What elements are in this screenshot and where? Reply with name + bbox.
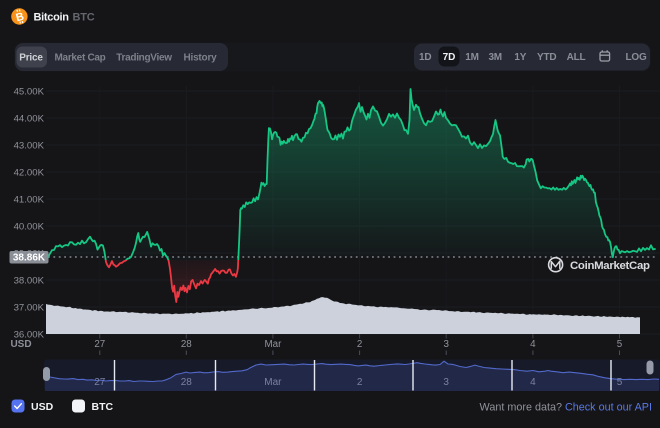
svg-text:3: 3 xyxy=(443,377,449,388)
svg-text:7D: 7D xyxy=(443,52,456,63)
svg-text:44.00K: 44.00K xyxy=(14,113,45,124)
svg-text:USD: USD xyxy=(10,339,31,350)
svg-text:5: 5 xyxy=(617,339,623,350)
svg-text:1M: 1M xyxy=(465,52,479,63)
svg-text:BTC: BTC xyxy=(92,401,114,413)
svg-text:28: 28 xyxy=(181,377,193,388)
svg-text:2: 2 xyxy=(357,377,363,388)
svg-text:5: 5 xyxy=(617,377,623,388)
svg-text:YTD: YTD xyxy=(537,52,556,63)
svg-text:LOG: LOG xyxy=(625,52,646,63)
svg-text:Market Cap: Market Cap xyxy=(55,53,106,64)
svg-text:TradingView: TradingView xyxy=(116,53,172,64)
svg-text:BTC: BTC xyxy=(73,12,95,24)
svg-text:41.00K: 41.00K xyxy=(14,194,45,205)
svg-text:38.86K: 38.86K xyxy=(13,253,46,264)
svg-text:ALL: ALL xyxy=(567,52,586,63)
svg-text:43.00K: 43.00K xyxy=(14,140,45,151)
svg-text:2: 2 xyxy=(357,339,362,350)
svg-text:1Y: 1Y xyxy=(514,52,526,63)
svg-text:Mar: Mar xyxy=(264,377,282,388)
svg-text:USD: USD xyxy=(31,401,54,413)
svg-text:4: 4 xyxy=(530,377,536,388)
svg-text:3M: 3M xyxy=(488,52,502,63)
svg-text:45.00K: 45.00K xyxy=(14,86,45,97)
svg-text:CoinMarketCap: CoinMarketCap xyxy=(570,260,650,272)
svg-text:Mar: Mar xyxy=(264,339,282,350)
svg-text:40.00K: 40.00K xyxy=(14,221,45,232)
svg-text:B: B xyxy=(15,11,26,25)
svg-text:Bitcoin: Bitcoin xyxy=(34,12,70,24)
svg-text:27: 27 xyxy=(94,339,105,350)
svg-text:27: 27 xyxy=(94,377,106,388)
svg-text:42.00K: 42.00K xyxy=(14,167,45,178)
svg-text:1D: 1D xyxy=(419,52,431,63)
svg-text:37.00K: 37.00K xyxy=(14,302,45,313)
svg-text:Want more data? Check out our: Want more data? Check out our API xyxy=(480,402,652,414)
svg-text:36.00K: 36.00K xyxy=(14,329,45,340)
svg-text:38.00K: 38.00K xyxy=(14,275,45,286)
svg-text:3: 3 xyxy=(443,339,449,350)
svg-text:Price: Price xyxy=(19,53,43,64)
svg-text:History: History xyxy=(183,53,217,64)
svg-text:4: 4 xyxy=(530,339,536,350)
svg-text:28: 28 xyxy=(181,339,192,350)
